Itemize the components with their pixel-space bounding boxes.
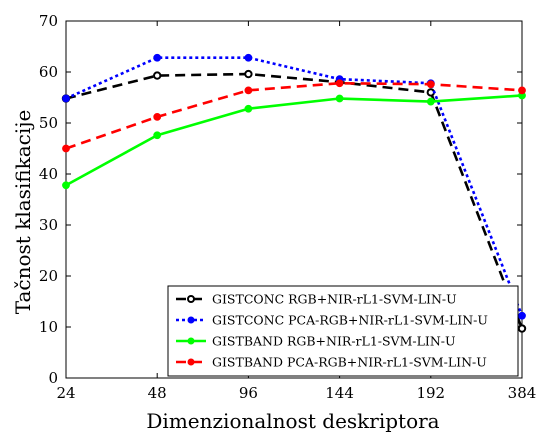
axes-box	[65, 20, 523, 379]
data-point	[244, 53, 253, 62]
legend-entry: GISTBAND RGB+NIR-rL1-SVM-LIN-U	[176, 334, 456, 349]
series-gistband-rgb-nir-rl1-svm-lin-u	[62, 91, 526, 190]
legend-marker	[187, 337, 195, 345]
x-tick-label: 384	[508, 384, 537, 402]
series-gistband-pca-rgb-nir-rl1-svm-lin-u	[62, 79, 526, 153]
x-tick-label: 192	[416, 384, 445, 402]
legend-entry: GISTCONC PCA-RGB+NIR-rL1-SVM-LIN-U	[176, 313, 488, 328]
data-point	[153, 112, 162, 121]
series-line	[65, 94, 523, 187]
legend-marker	[187, 358, 195, 366]
data-point	[62, 94, 70, 103]
x-tick-label: 48	[148, 384, 167, 402]
y-tick-label: 10	[39, 318, 58, 336]
series-line	[65, 81, 523, 150]
legend-entry: GISTCONC RGB+NIR-rL1-SVM-LIN-U	[176, 292, 457, 307]
legend-marker	[187, 295, 195, 303]
legend: GISTCONC RGB+NIR-rL1-SVM-LIN-U GISTCONC P…	[167, 285, 519, 377]
data-point	[62, 181, 70, 190]
legend-label: GISTCONC RGB+NIR-rL1-SVM-LIN-U	[212, 292, 457, 307]
data-point	[518, 311, 526, 320]
y-tick-label: 60	[39, 63, 58, 81]
legend-marker	[187, 316, 195, 324]
data-point	[517, 324, 527, 333]
legend-label: GISTBAND PCA-RGB+NIR-rL1-SVM-LIN-U	[212, 355, 487, 370]
data-point	[518, 86, 526, 95]
y-axis-title: Tačnost klasifikacije	[11, 110, 35, 315]
data-point	[244, 86, 253, 95]
legend-box	[167, 285, 519, 377]
data-point	[335, 94, 344, 103]
y-tick-label: 70	[39, 12, 58, 30]
y-tick-label: 30	[39, 216, 58, 234]
x-tick-label: 24	[56, 384, 75, 402]
series-line	[65, 72, 524, 329]
data-point	[153, 71, 162, 80]
plot-area: 0 10 20 30 40 50 60 70 24 48 96 144 192 384	[39, 12, 536, 402]
legend-entry: GISTBAND PCA-RGB+NIR-rL1-SVM-LIN-U	[176, 355, 487, 370]
y-tick-label: 20	[39, 267, 58, 285]
legend-label: GISTBAND RGB+NIR-rL1-SVM-LIN-U	[212, 334, 456, 349]
legend-label: GISTCONC PCA-RGB+NIR-rL1-SVM-LIN-U	[212, 313, 488, 328]
data-point	[335, 79, 344, 88]
x-tick-label: 96	[239, 384, 258, 402]
x-axis-title: Dimenzionalnost deskriptora	[146, 409, 439, 433]
data-point	[426, 97, 435, 106]
y-tick-label: 40	[39, 165, 58, 183]
y-tick-label: 0	[48, 369, 58, 387]
data-point	[153, 131, 162, 140]
data-point	[153, 53, 162, 62]
data-point	[426, 80, 435, 89]
x-tick-label: 144	[325, 384, 354, 402]
data-point	[244, 69, 253, 79]
y-tick-label: 50	[39, 114, 58, 132]
data-point	[62, 144, 70, 153]
data-point	[244, 104, 253, 113]
